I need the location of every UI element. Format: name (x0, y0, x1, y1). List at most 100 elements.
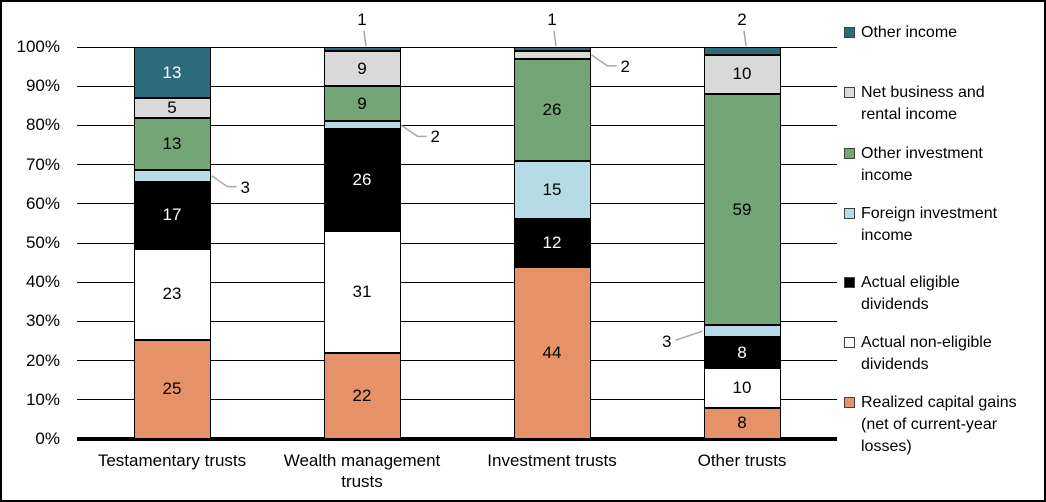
leader-line (675, 330, 703, 341)
segment-value-label: 8 (737, 342, 747, 362)
legend-label: Other investment income (861, 145, 983, 184)
gridline (77, 203, 837, 205)
bar-segment (513, 47, 591, 51)
callout-value-label: 2 (430, 127, 440, 147)
legend-label: Actual non-eligible dividends (861, 334, 992, 373)
y-axis-tick-label: 100% (16, 37, 60, 56)
callout-value-label: 3 (240, 177, 250, 197)
bar-segment (703, 47, 781, 55)
bar-segment: 23 (133, 248, 211, 340)
bar-segment: 8 (703, 407, 781, 439)
bar-segment (133, 169, 211, 182)
gridline (77, 46, 837, 48)
legend-swatch (844, 27, 855, 38)
leader-line (211, 175, 237, 188)
bar-segment (513, 50, 591, 59)
gridline (77, 124, 837, 126)
gridline (77, 399, 837, 401)
bar-segment: 59 (703, 94, 781, 326)
bar-segment (703, 325, 781, 338)
bar-segment: 26 (513, 58, 591, 161)
segment-value-label: 5 (167, 98, 177, 118)
y-axis-tick-label: 10% (25, 389, 60, 409)
bar-segment: 17 (133, 181, 211, 249)
gridline (77, 281, 837, 283)
x-axis-category-label: Other trusts (697, 451, 787, 470)
legend-swatch (844, 148, 855, 159)
gridline (77, 242, 837, 244)
gridline (77, 164, 837, 166)
x-axis-category-label: Testamentary trusts (97, 451, 247, 470)
bar-segment: 13 (133, 47, 211, 99)
segment-value-label: 59 (732, 199, 752, 219)
callout-value-label: 2 (737, 10, 747, 29)
legend-label: Other income (861, 24, 958, 41)
x-axis-category-label: Wealth management trusts (283, 451, 441, 491)
legend-label: Foreign investment income (861, 205, 998, 244)
bar-segment: 22 (323, 352, 401, 439)
segment-value-label: 9 (357, 93, 367, 113)
leader-line (401, 124, 427, 138)
gridline (77, 85, 837, 87)
x-axis-line (77, 437, 837, 441)
leader-line (553, 30, 557, 47)
callout-value-label: 1 (357, 10, 367, 29)
segment-value-label: 17 (162, 205, 182, 225)
leader-line (591, 54, 617, 67)
bar-segment: 5 (133, 98, 211, 119)
y-axis-tick-label: 60% (25, 193, 60, 213)
segment-value-label: 10 (732, 378, 752, 398)
bar-segment: 9 (323, 50, 401, 87)
segment-value-label: 9 (357, 58, 367, 78)
y-axis-tick-label: 0% (35, 429, 60, 448)
legend-label: Actual eligible dividends (861, 274, 960, 313)
callout-value-label: 2 (620, 56, 630, 76)
legend-swatch (844, 208, 855, 219)
legend-swatch (844, 277, 855, 288)
segment-value-label: 13 (162, 134, 182, 153)
segment-value-label: 44 (542, 342, 562, 362)
bar-segment: 12 (513, 219, 591, 267)
segment-value-label: 22 (352, 385, 372, 405)
segment-value-label: 12 (542, 232, 562, 252)
segment-value-label: 10 (732, 64, 752, 84)
x-axis-category-label: Investment trusts (487, 451, 617, 470)
bar-segment: 13 (133, 118, 211, 170)
legend-label: Realized capital gains (net of current-y… (861, 394, 1017, 455)
y-axis-tick-label: 80% (25, 115, 60, 135)
y-axis-tick-label: 30% (25, 311, 60, 331)
bar-segment (323, 47, 401, 51)
bar-segment: 9 (323, 86, 401, 122)
segment-value-label: 15 (542, 180, 562, 200)
callout-value-label: 3 (662, 332, 672, 352)
segment-value-label: 25 (162, 379, 182, 399)
bar-segment: 10 (703, 54, 781, 95)
bar-segment: 8 (703, 337, 781, 369)
legend-swatch (844, 397, 855, 408)
segment-value-label: 13 (162, 62, 182, 82)
bar-segment: 25 (133, 340, 211, 439)
gridline (77, 320, 837, 322)
bar-segment: 26 (323, 129, 401, 232)
segment-value-label: 26 (542, 99, 562, 119)
bar-segment (323, 121, 401, 130)
callout-value-label: 1 (547, 10, 557, 29)
bar-segment: 10 (703, 368, 781, 408)
legend-swatch (844, 87, 855, 98)
gridline (77, 360, 837, 362)
segment-value-label: 8 (737, 413, 747, 433)
y-axis-tick-label: 70% (25, 154, 60, 174)
bar-segment: 15 (513, 160, 591, 220)
leader-line (743, 30, 747, 47)
y-axis-tick-label: 50% (25, 233, 60, 252)
y-axis-tick-label: 90% (25, 76, 60, 96)
segment-value-label: 31 (352, 281, 372, 301)
legend-label: Net business and rental income (861, 84, 985, 123)
legend-swatch (844, 337, 855, 348)
segment-value-label: 26 (352, 170, 372, 190)
y-axis-tick-label: 20% (25, 350, 60, 370)
y-axis-tick-label: 40% (25, 272, 60, 292)
segment-value-label: 23 (162, 284, 182, 304)
bar-segment: 31 (323, 231, 401, 353)
